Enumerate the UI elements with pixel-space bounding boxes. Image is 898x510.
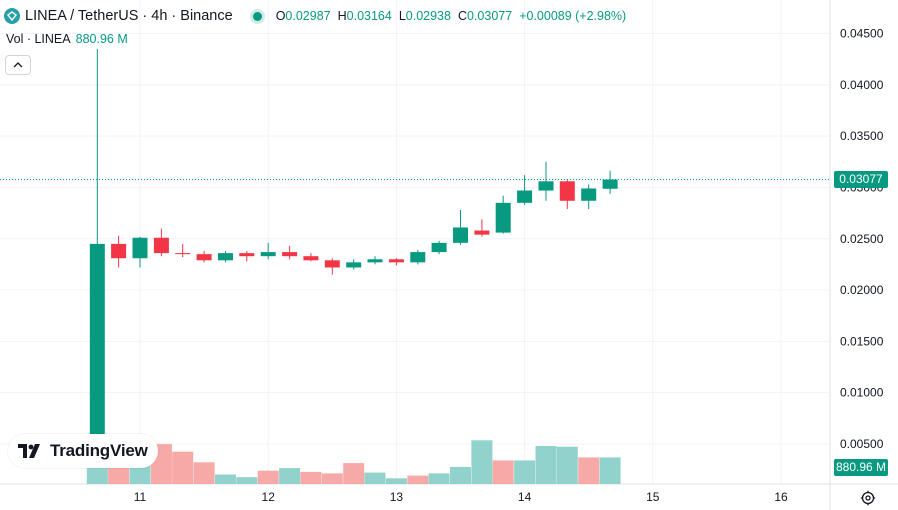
y-tick-label: 0.04000 [840, 78, 884, 92]
linea-symbol-icon[interactable] [4, 8, 20, 24]
x-tick-label: 11 [134, 490, 147, 504]
collapse-legend-button[interactable] [5, 55, 31, 75]
symbol-title[interactable]: LINEA / TetherUS · 4h · Binance [25, 8, 233, 24]
high-value: 0.03164 [346, 9, 392, 23]
tradingview-logo-icon [18, 444, 40, 458]
candle-body [388, 259, 404, 263]
candle-body [239, 253, 255, 257]
volume-bar [172, 451, 194, 484]
volume-bar [321, 473, 343, 484]
ohlc-values: O0.02987 H0.03164 L0.02938 C0.03077 +0.0… [276, 9, 627, 23]
gear-icon [860, 490, 876, 506]
y-tick-label: 0.01000 [840, 386, 884, 400]
candle-body [175, 253, 191, 255]
volume-bar [471, 440, 493, 484]
candle-body [367, 259, 383, 263]
last-price-tag: 0.03077 [834, 171, 888, 188]
candle-body [538, 181, 554, 191]
y-tick-label: 0.02500 [840, 232, 884, 246]
time-axis[interactable]: 11 12 13 14 15 16 [134, 490, 788, 504]
tradingview-logo[interactable]: TradingView [8, 434, 158, 468]
candle-body [346, 262, 362, 268]
volume-bar [556, 446, 578, 484]
candle-body [303, 256, 319, 261]
candle-body [218, 253, 234, 261]
volume-bar [364, 472, 386, 484]
x-tick-label: 13 [390, 490, 404, 504]
close-label: C [457, 9, 467, 23]
volume-legend[interactable]: Vol · LINEA 880.96 M [6, 32, 128, 46]
candle-body [495, 202, 511, 233]
candle-body [324, 260, 340, 268]
volume-bars [86, 440, 621, 484]
y-tick-label: 0.03500 [840, 129, 884, 143]
x-tick-label: 15 [646, 490, 660, 504]
open-value: 0.02987 [285, 9, 331, 23]
candle-body [581, 188, 597, 201]
candle-body [260, 252, 276, 257]
y-tick-label: 0.02000 [840, 283, 884, 297]
market-status-dot [252, 11, 262, 21]
last-volume-tag: 880.96 M [834, 459, 888, 476]
x-tick-label: 14 [518, 490, 532, 504]
candle-body [89, 243, 105, 460]
chevron-up-icon [13, 62, 23, 68]
volume-bar [578, 457, 600, 484]
candle-body [282, 252, 298, 257]
volume-bar [108, 464, 130, 484]
x-tick-label: 16 [774, 490, 788, 504]
volume-bar [492, 460, 514, 484]
volume-bar [236, 477, 258, 484]
candle-body [431, 242, 447, 253]
volume-bar [599, 457, 621, 484]
price-axis[interactable]: 0.045000.040000.035000.030000.025000.020… [840, 27, 884, 451]
candle-body [453, 227, 468, 243]
open-label: O [275, 9, 286, 23]
y-tick-label: 0.01500 [840, 334, 884, 348]
volume-bar [450, 466, 471, 484]
candle-body [132, 237, 148, 259]
candle-body [410, 252, 426, 263]
symbol-legend: LINEA / TetherUS · 4h · Binance O0.02987… [4, 6, 626, 26]
candle-body [559, 181, 575, 201]
candle-body [474, 230, 490, 235]
volume-bar [300, 471, 322, 484]
chart-settings-button[interactable] [858, 488, 878, 508]
volume-bar [193, 462, 215, 484]
x-tick-label: 12 [262, 490, 276, 504]
volume-bar [428, 473, 450, 484]
close-value: 0.03077 [467, 9, 513, 23]
volume-value: 880.96 M [75, 32, 128, 46]
volume-bar [535, 446, 557, 484]
y-tick-label: 0.04500 [840, 27, 884, 41]
change-value: +0.00089 (+2.98%) [519, 9, 627, 23]
volume-bar [279, 468, 301, 484]
volume-bar [343, 463, 365, 484]
volume-bar [514, 460, 536, 484]
y-tick-label: 0.00500 [840, 437, 884, 451]
volume-bar [257, 470, 279, 484]
candle-body [111, 243, 127, 259]
low-value: 0.02938 [405, 9, 451, 23]
high-label: H [337, 9, 347, 23]
volume-label: Vol · LINEA [6, 32, 71, 46]
candle-body [153, 237, 169, 254]
volume-bar [385, 478, 407, 484]
volume-bar [407, 475, 429, 484]
candle-body [196, 254, 212, 261]
volume-bar [215, 474, 237, 484]
candlesticks [89, 48, 618, 460]
low-label: L [398, 9, 406, 23]
candle-body [602, 179, 618, 189]
tradingview-logo-text: TradingView [50, 441, 148, 460]
candle-body [517, 190, 533, 203]
